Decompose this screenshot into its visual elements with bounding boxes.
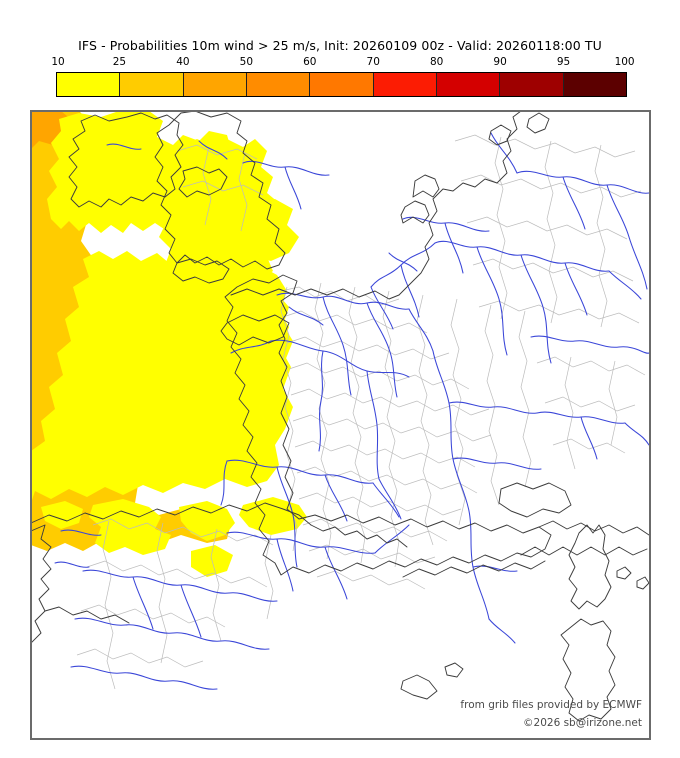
colorbar-tick-80: 80 (429, 56, 444, 68)
colorbar-tick-95: 95 (556, 56, 571, 68)
colorbar-segment-70-80 (373, 73, 437, 96)
colorbar-segment-80-90 (436, 73, 501, 96)
colorbar-segment-60-70 (310, 73, 374, 96)
copyright-credit: ©2026 sb@irizone.net (523, 717, 642, 729)
colorbar-tick-10: 10 (51, 56, 65, 68)
prob-band-10-25-cantabria-2 (89, 499, 171, 555)
data-source-credit: from grib files provided by ECMWF (460, 699, 642, 711)
colorbar-segment-90-95 (500, 73, 564, 96)
colorbar-tick-90: 90 (493, 56, 507, 68)
river-network (54, 132, 650, 690)
colorbar-tick-60: 60 (303, 56, 317, 68)
colorbar-segment-40-50 (183, 73, 247, 96)
colorbar-segment-10-25 (57, 73, 121, 96)
administrative-borders (76, 134, 646, 690)
prob-band-10-25-normandy (177, 199, 299, 263)
prob-band-10-25-cantabria-1 (41, 501, 83, 529)
colorbar-tick-labels: 10 25 40 50 60 70 80 90 95 100 (51, 56, 634, 70)
colorbar-segment-95-100 (563, 73, 626, 96)
colorbar-tick-100: 100 (614, 56, 635, 68)
map-canvas[interactable]: from grib files provided by ECMWF ©2026 … (30, 110, 651, 740)
colorbar: 10 25 40 50 60 70 80 90 95 100 (51, 56, 635, 97)
colorbar-gradient (56, 72, 627, 97)
colorbar-tick-50: 50 (239, 56, 254, 68)
map-graphic (31, 111, 650, 739)
colorbar-tick-70: 70 (366, 56, 380, 68)
page-title: IFS - Probabilities 10m wind > 25 m/s, I… (78, 38, 602, 53)
coastlines (31, 111, 650, 722)
prob-band-10-25-brittany (215, 281, 293, 371)
colorbar-segment-50-60 (246, 73, 311, 96)
colorbar-segment-25-40 (120, 73, 184, 96)
colorbar-tick-25: 25 (112, 56, 127, 68)
prob-band-10-25-cantabria-3 (179, 501, 235, 541)
colorbar-tick-40: 40 (176, 56, 190, 68)
